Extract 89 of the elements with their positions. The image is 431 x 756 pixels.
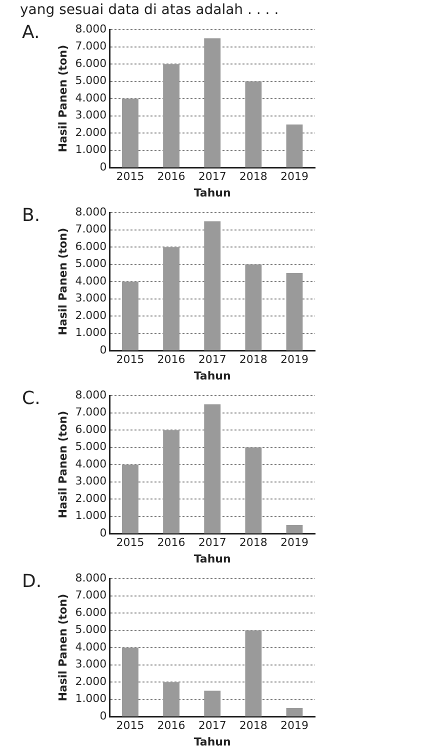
x-tick-label: 2018 (239, 719, 268, 732)
y-axis-title: Hasil Panen (ton) (56, 594, 70, 702)
bar (163, 247, 180, 350)
y-tick-label: 5.000 (75, 440, 107, 454)
y-tick-label: 3.000 (75, 658, 107, 671)
y-tick-label: 6.000 (75, 422, 107, 436)
x-axis-title: Tahun (194, 735, 231, 748)
x-axis-title: Tahun (194, 369, 231, 382)
bar (163, 64, 180, 168)
x-tick-label: 2019 (280, 719, 308, 732)
bar (122, 98, 138, 168)
y-tick-label: 5.000 (75, 74, 107, 88)
bar (204, 38, 221, 168)
text: yang sesuai data di atas adalah . . . . (19, 1, 280, 20)
y-tick-label: 2.000 (75, 492, 107, 505)
x-tick-label: 2016 (157, 719, 186, 732)
x-tick-label: 2018 (239, 353, 268, 366)
y-tick-label: 8.000 (75, 22, 107, 36)
bar (245, 630, 262, 716)
x-tick-label: 2016 (157, 536, 186, 550)
chart-title: B. (22, 205, 40, 226)
y-tick-label: 2.000 (75, 674, 107, 688)
x-tick-label: 2016 (157, 353, 186, 366)
bar (204, 221, 221, 350)
x-tick-label: 2015 (116, 536, 144, 550)
x-tick-label: 2018 (239, 536, 268, 550)
y-axis-title: Hasil Panen (ton) (56, 410, 70, 518)
x-tick-label: 2018 (239, 170, 268, 184)
y-tick-label: 7.000 (75, 222, 107, 236)
y-tick-label: 3.000 (75, 474, 107, 488)
bar (122, 282, 138, 350)
y-tick-label: 3.000 (75, 108, 107, 122)
x-axis-title: Tahun (194, 552, 231, 566)
bar (163, 430, 180, 534)
y-tick-label: 4.000 (75, 640, 107, 654)
x-tick-label: 2017 (198, 536, 226, 550)
bar (122, 648, 138, 716)
y-tick-label: 8.000 (75, 205, 107, 218)
chart-title: C. (22, 388, 40, 409)
y-tick-label: 0 (100, 343, 107, 356)
bar (245, 264, 262, 350)
x-tick-label: 2019 (280, 170, 308, 184)
y-tick-label: 4.000 (75, 274, 107, 288)
bar (286, 708, 303, 716)
x-tick-label: 2015 (116, 719, 144, 732)
y-tick-label: 7.000 (75, 588, 107, 602)
y-tick-label: 7.000 (75, 406, 107, 419)
chart-title: D. (22, 571, 42, 592)
x-tick-label: 2017 (198, 719, 226, 732)
y-tick-label: 8.000 (75, 388, 107, 402)
y-tick-label: 2.000 (75, 126, 107, 139)
x-tick-label: 2017 (198, 170, 226, 184)
y-tick-label: 0 (100, 160, 107, 174)
y-tick-label: 2.000 (75, 308, 107, 322)
x-tick-label: 2015 (116, 353, 144, 366)
y-axis-title: Hasil Panen (ton) (56, 44, 70, 152)
y-tick-label: 6.000 (75, 606, 107, 619)
bar (286, 124, 303, 168)
y-tick-label: 1.000 (75, 692, 107, 706)
y-tick-label: 7.000 (75, 40, 107, 53)
x-tick-label: 2019 (280, 536, 308, 550)
y-axis-title: Hasil Panen (ton) (56, 228, 70, 336)
y-tick-label: 4.000 (75, 457, 107, 470)
bar (122, 464, 138, 534)
bar (286, 524, 303, 534)
y-tick-label: 5.000 (75, 623, 107, 636)
bar (204, 404, 221, 534)
bar (245, 447, 262, 534)
y-tick-label: 5.000 (75, 257, 107, 270)
y-tick-label: 3.000 (75, 292, 107, 305)
x-tick-label: 2019 (280, 353, 308, 366)
y-tick-label: 1.000 (75, 143, 107, 156)
y-tick-label: 0 (100, 526, 107, 540)
bar (286, 272, 303, 350)
y-tick-label: 6.000 (75, 240, 107, 253)
y-tick-label: 4.000 (75, 91, 107, 104)
bar (245, 81, 262, 168)
bar (204, 690, 221, 716)
x-tick-label: 2017 (198, 353, 226, 366)
y-tick-label: 1.000 (75, 509, 107, 522)
y-tick-label: 8.000 (75, 571, 107, 584)
x-axis-title: Tahun (194, 186, 231, 200)
y-tick-label: 6.000 (75, 56, 107, 70)
bar (163, 682, 180, 716)
chart-title: A. (22, 22, 40, 43)
x-tick-label: 2016 (157, 170, 186, 184)
y-tick-label: 0 (100, 709, 107, 722)
x-tick-label: 2015 (116, 170, 144, 184)
y-tick-label: 1.000 (75, 326, 107, 340)
